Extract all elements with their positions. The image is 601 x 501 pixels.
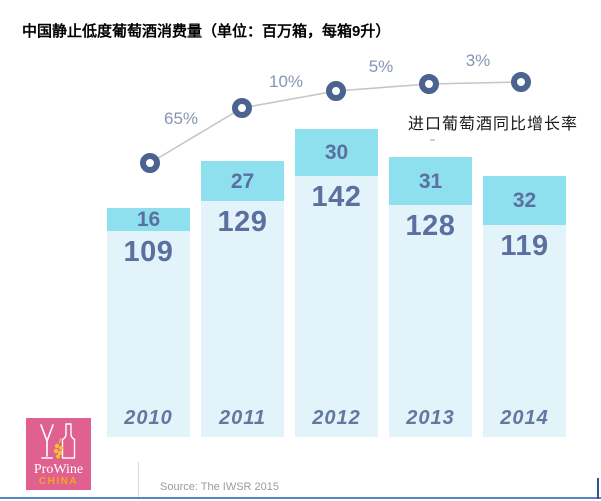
bar-2011-bottom-segment: 129 2011 — [201, 201, 284, 437]
bar-2011-bottom-value: 129 — [217, 206, 268, 238]
logo-brand-text: ProWine — [33, 462, 84, 477]
axis-label-2010: 2010 — [124, 407, 173, 429]
bar-2013-bottom-value: 128 — [405, 210, 456, 242]
wine-glass-bottle-icon — [40, 423, 76, 459]
bar-2010-bottom-value: 109 — [123, 236, 174, 268]
source-text: Source: The IWSR 2015 — [160, 481, 280, 493]
bar-2014-bottom-segment: 119 2014 — [483, 225, 566, 437]
bar-2010-bottom-segment: 109 2010 — [107, 231, 190, 437]
bar-2014-top-value: 32 — [512, 189, 537, 212]
bottom-rule — [0, 497, 601, 499]
line-series-label: 进口葡萄酒同比增长率 — [408, 116, 579, 133]
bar-2014-top-segment: 32 — [483, 176, 566, 225]
bar-2012-top-value: 30 — [324, 141, 349, 164]
bar-2013-top-value: 31 — [418, 169, 443, 193]
marker-2011-icon — [232, 98, 252, 118]
growth-label-2014: 3% — [465, 51, 491, 70]
bar-2010-top-segment: 16 — [107, 208, 190, 231]
bar-2012-top-segment: 30 — [295, 129, 378, 176]
marker-2012-icon — [326, 81, 346, 101]
bar-2010-top-value: 16 — [136, 208, 161, 231]
axis-label-2013: 2013 — [406, 407, 455, 429]
page-title: 中国静止低度葡萄酒消费量（单位：百万箱，每箱9升） — [22, 23, 391, 40]
growth-label-2011: 65% — [163, 109, 199, 128]
logo-region-text: CHINA — [38, 476, 79, 487]
stray-mark — [430, 139, 435, 141]
bottom-rule-tick — [597, 478, 599, 499]
bar-2011-top-value: 27 — [230, 169, 255, 193]
marker-2014-icon — [511, 72, 531, 92]
axis-label-2012: 2012 — [312, 407, 361, 429]
axis-label-2014: 2014 — [500, 407, 549, 429]
bar-2012-bottom-segment: 142 2012 — [295, 176, 378, 437]
growth-label-2013: 5% — [368, 57, 394, 76]
axis-label-2011: 2011 — [218, 407, 266, 429]
growth-label-2012: 10% — [268, 72, 304, 91]
bar-2013-top-segment: 31 — [389, 157, 472, 205]
bar-2013-bottom-segment: 128 2013 — [389, 205, 472, 437]
bar-2011-top-segment: 27 — [201, 161, 284, 201]
bar-2014-bottom-value: 119 — [500, 230, 549, 262]
source-divider — [138, 462, 139, 497]
prowine-china-logo: ProWine CHINA — [26, 418, 91, 490]
marker-2010-icon — [140, 153, 160, 173]
marker-2013-icon — [419, 74, 439, 94]
bar-2012-bottom-value: 142 — [311, 181, 362, 213]
